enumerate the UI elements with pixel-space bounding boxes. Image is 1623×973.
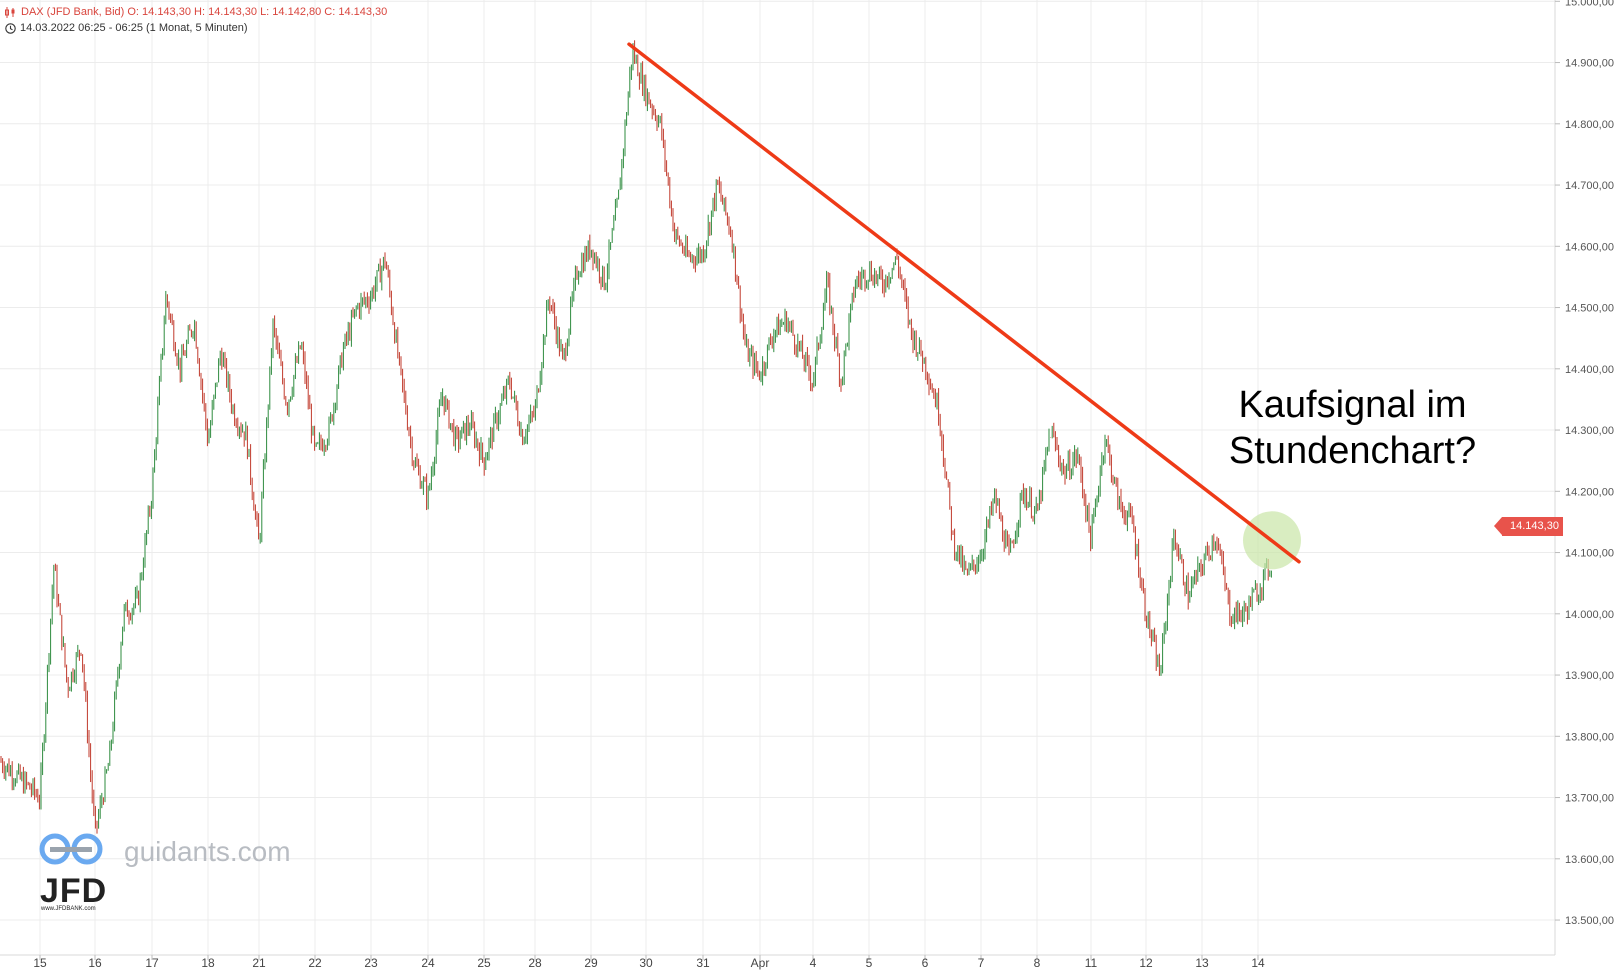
x-tick-label: 18 [201,956,215,970]
x-tick-label: 24 [421,956,435,970]
y-tick-label: 14.900,00 [1565,58,1614,70]
y-tick-label: 14.700,00 [1565,180,1614,192]
x-tick-label: 8 [1034,956,1041,970]
y-tick-label: 13.500,00 [1565,915,1614,927]
x-tick-label: 30 [639,956,653,970]
clock-icon [5,22,16,34]
x-tick-label: 29 [584,956,598,970]
chart-grid [0,0,1555,955]
annotation-line2: Stundenchart? [1228,430,1477,472]
ohlc-text: DAX (JFD Bank, Bid) O: 14.143,30 H: 14.1… [21,6,388,18]
x-tick-label: 25 [477,956,491,970]
last-price-tag: 14.143,30 [1494,516,1563,536]
time-range-header: 14.03.2022 06:25 - 06:25 (1 Monat, 5 Min… [5,21,248,35]
annotation-text: Kaufsignal im Stundenchart? [1200,382,1505,474]
x-tick-label: 21 [252,956,266,970]
y-tick-label: 14.200,00 [1565,486,1614,498]
downtrend-line [627,42,1301,564]
y-tick-label: 14.600,00 [1565,241,1614,253]
y-tick-label: 13.700,00 [1565,793,1614,805]
y-tick-label: 14.400,00 [1565,364,1614,376]
candle-series [0,40,1272,834]
y-tick-label: 14.800,00 [1565,119,1614,131]
time-axis: 15 16 17 18 21 22 23 24 25 28 29 30 31 Apr 4 5 6 7 8 11 12 13… [33,955,1265,970]
candle-chart-icon [5,6,15,18]
x-tick-label: 7 [978,956,985,970]
y-tick-label: 14.500,00 [1565,303,1614,315]
x-tick-label: 16 [88,956,102,970]
y-tick-label: 14.000,00 [1565,609,1614,621]
x-tick-label: 5 [866,956,873,970]
x-tick-label: 11 [1085,956,1098,970]
y-tick-label: 13.600,00 [1565,854,1614,866]
jfd-logo-url: www.JFDBANK.com [41,906,96,912]
y-tick-label: 14.100,00 [1565,548,1614,560]
y-tick-label: 15.000,00 [1565,0,1614,8]
x-tick-label: 22 [308,956,322,970]
x-tick-label: 23 [364,956,378,970]
y-tick-label: 13.900,00 [1565,670,1614,682]
instrument-header: DAX (JFD Bank, Bid) O: 14.143,30 H: 14.1… [5,5,387,19]
x-tick-label: 31 [696,956,710,970]
x-tick-label: 6 [922,956,929,970]
time-range-text: 14.03.2022 06:25 - 06:25 (1 Monat, 5 Min… [20,22,248,34]
x-tick-label: 14 [1251,956,1265,970]
x-tick-label: 13 [1195,956,1209,970]
x-tick-label: 28 [528,956,542,970]
y-tick-label: 13.800,00 [1565,731,1614,743]
x-tick-label: 15 [33,956,47,970]
watermark-site: guidants.com [124,836,291,867]
jfd-logo: JFD [40,872,108,910]
guidants-logo-icon [39,833,103,865]
annotation-line1: Kaufsignal im [1238,384,1467,426]
x-tick-label: 4 [810,956,817,970]
x-tick-label: 12 [1139,956,1153,970]
x-tick-label: Apr [751,956,770,970]
y-tick-label: 14.300,00 [1565,425,1614,437]
x-tick-label: 17 [145,956,159,970]
price-axis: 13.500,00 13.600,00 13.700,00 13.800,00 13.9… [1555,0,1614,927]
